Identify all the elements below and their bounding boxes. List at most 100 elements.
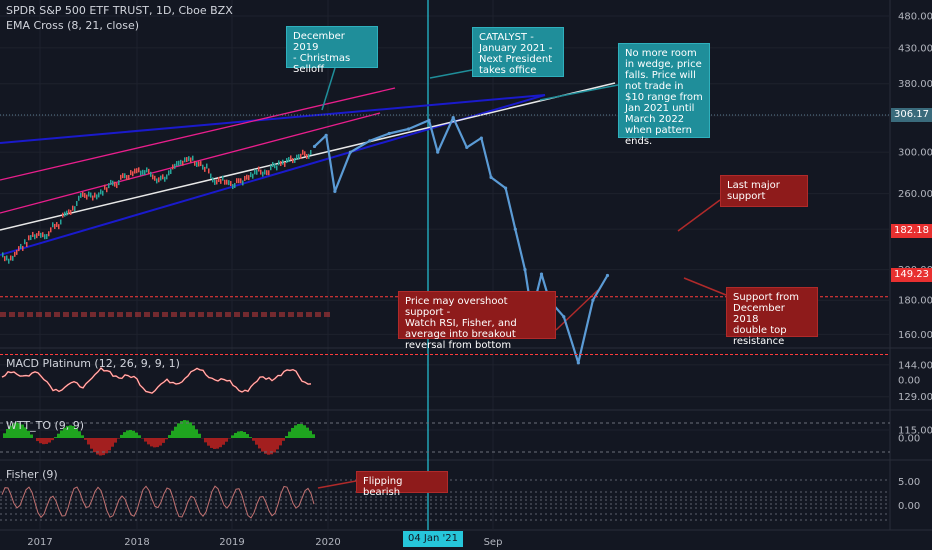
ema-cross-marker — [108, 312, 114, 317]
price-candle — [240, 178, 242, 184]
price-candle — [232, 184, 234, 190]
wtt-bar — [297, 423, 300, 438]
ema-cross-marker — [234, 312, 240, 317]
price-candle — [246, 174, 248, 180]
wtt-bar — [60, 430, 63, 438]
wtt-bar — [75, 428, 78, 438]
price-candle — [252, 173, 254, 179]
price-candle — [144, 170, 146, 176]
price-candle — [66, 210, 68, 216]
projection-point — [605, 273, 610, 278]
callout-catalyst[interactable]: CATALYST - January 2021 - Next President… — [472, 27, 564, 77]
price-candle — [114, 181, 116, 187]
callout-december-2019[interactable]: December 2019 - Christmas Selloff — [286, 26, 378, 75]
price-candle — [274, 163, 276, 169]
wtt-bar — [180, 421, 183, 438]
price-candle — [190, 157, 192, 163]
price-candle — [284, 161, 286, 167]
wtt-bar — [129, 429, 132, 438]
callout-last-support[interactable]: Last major support — [720, 175, 808, 207]
projection-point — [348, 150, 352, 154]
wtt-bar — [150, 438, 153, 447]
wtt-bar — [147, 438, 150, 445]
wtt-bar — [3, 433, 6, 438]
indicator-panels — [0, 366, 890, 521]
price-candle — [44, 234, 46, 240]
callout-fisher[interactable]: Flipping bearish — [356, 471, 448, 498]
wtt-bar — [222, 438, 225, 445]
projection-point — [479, 136, 483, 140]
wtt-bar — [93, 438, 96, 453]
wtt-bar — [243, 431, 246, 438]
price-candle — [256, 169, 258, 175]
price-candle — [202, 164, 204, 170]
price-candle — [228, 180, 230, 186]
price-candle — [174, 163, 176, 169]
ema-cross-marker — [252, 312, 258, 317]
price-candle — [104, 184, 106, 190]
price-candle — [170, 169, 172, 175]
wtt-bar — [159, 438, 162, 446]
price-candle — [254, 169, 256, 175]
price-candle — [78, 195, 80, 201]
price-candle — [176, 161, 178, 167]
projection-point — [407, 127, 411, 131]
price-candle — [68, 209, 70, 215]
fisher-tick-label: 5.00 — [898, 477, 920, 488]
price-candle — [166, 174, 168, 180]
ema-cross-marker — [180, 312, 186, 317]
price-candle — [142, 169, 144, 175]
ema-cross-marker — [297, 312, 303, 317]
price-candle — [124, 173, 126, 179]
wtt-bar — [270, 438, 273, 455]
price-candle — [62, 212, 64, 218]
price-candle — [242, 180, 244, 186]
price-candle — [218, 176, 220, 182]
ema-cross-marker — [144, 312, 150, 317]
price-candle — [130, 170, 132, 176]
price-candle — [192, 155, 194, 161]
wtt-bar — [99, 438, 102, 456]
price-candle — [282, 159, 284, 165]
wtt-bar — [234, 432, 237, 438]
projection-point — [576, 361, 580, 365]
callout-overshoot[interactable]: Price may overshoot support - Watch RSI,… — [398, 291, 556, 351]
catalyst-date-marker: 04 Jan '21 — [403, 531, 463, 547]
price-candle — [146, 167, 148, 173]
y-tick-label: 160.00 — [898, 330, 932, 341]
price-candle — [214, 179, 216, 185]
price-candle — [264, 169, 266, 175]
price-candle — [92, 195, 94, 201]
price-candle — [10, 255, 12, 261]
projection-point — [562, 315, 566, 319]
wtt-bar — [18, 422, 21, 438]
price-candle — [150, 171, 152, 177]
price-candle — [74, 206, 76, 212]
x-tick-label: 2020 — [315, 537, 340, 548]
ema-indicator-label: EMA Cross (8, 21, close) — [6, 19, 140, 32]
callout-december-2018[interactable]: Support from December 2018 double top re… — [726, 287, 818, 347]
price-candle — [280, 161, 282, 167]
wtt-bar — [273, 438, 276, 453]
x-tick-label: 2018 — [124, 537, 149, 548]
price-candle — [168, 170, 170, 176]
projection-point — [368, 139, 372, 143]
price-candle — [36, 233, 38, 239]
wtt-bar — [174, 426, 177, 438]
ema-cross-marker — [90, 312, 96, 317]
ema-cross-marker — [36, 312, 42, 317]
projection-point — [333, 189, 337, 194]
wtt-bar — [57, 433, 60, 438]
wtt-bar — [207, 438, 210, 446]
wtt-bar — [285, 436, 288, 438]
price-candle — [158, 177, 160, 183]
price-candle — [276, 165, 278, 171]
wtt-bar — [153, 438, 156, 448]
pointer-dec2019 — [321, 67, 336, 111]
callout-wedge[interactable]: No more room in wedge, price falls. Pric… — [618, 43, 710, 147]
price-candle — [148, 168, 150, 174]
wtt-bar — [30, 434, 33, 438]
wtt-bar — [108, 438, 111, 451]
